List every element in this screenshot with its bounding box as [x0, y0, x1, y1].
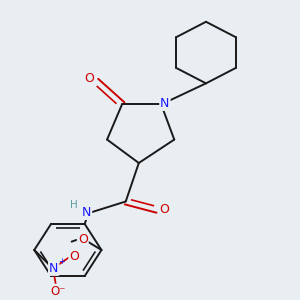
Text: +: +: [58, 256, 64, 266]
Text: N: N: [49, 262, 58, 275]
Text: O: O: [159, 203, 169, 216]
Text: O: O: [84, 72, 94, 85]
Text: O: O: [69, 250, 79, 262]
Text: N: N: [82, 206, 91, 219]
Text: H: H: [70, 200, 77, 210]
Text: O⁻: O⁻: [50, 285, 66, 298]
Text: O: O: [78, 233, 88, 247]
Text: N: N: [160, 97, 170, 110]
